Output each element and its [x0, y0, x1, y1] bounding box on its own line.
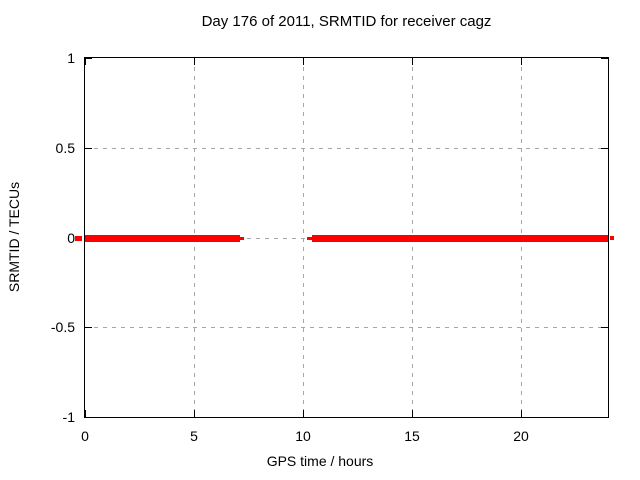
x-tick-label: 20 [513, 428, 529, 444]
x-tick-label: 0 [81, 428, 89, 444]
tick-mark-bottom [303, 410, 304, 417]
tick-mark-left [85, 58, 92, 59]
x-tick-label: 5 [190, 428, 198, 444]
x-tick-label: 15 [404, 428, 420, 444]
tick-mark-left [85, 327, 92, 328]
tick-mark-right [601, 58, 608, 59]
tick-mark-right [601, 148, 608, 149]
tick-mark-top [303, 58, 304, 65]
gridline-vertical [303, 58, 304, 417]
y-tick-label: -0.5 [50, 319, 75, 335]
tick-mark-top [412, 58, 413, 65]
tick-mark-bottom [521, 410, 522, 417]
y-tick-label: 0 [67, 230, 75, 246]
line-overhang-right [610, 236, 614, 240]
line-end-cap [240, 237, 244, 240]
gridline-horizontal [85, 327, 608, 328]
y-tick-label: 1 [67, 50, 75, 66]
tick-mark-top [194, 58, 195, 65]
line-overhang-left [75, 236, 82, 241]
series-line-segment [85, 235, 240, 242]
chart-title: Day 176 of 2011, SRMTID for receiver cag… [201, 13, 492, 30]
gridline-horizontal [85, 148, 608, 149]
tick-mark-right [601, 417, 608, 418]
x-tick-label: 10 [295, 428, 311, 444]
tick-mark-left [85, 417, 92, 418]
x-axis-label: GPS time / hours [266, 453, 374, 469]
tick-mark-top [85, 58, 86, 65]
tick-mark-bottom [85, 410, 86, 417]
tick-mark-left [85, 148, 92, 149]
tick-mark-right [601, 327, 608, 328]
series-line-segment [312, 235, 608, 242]
tick-mark-bottom [412, 410, 413, 417]
plot-area: 0 5 10 15 20 1 0.5 0 -0.5 -1 [51, 50, 614, 444]
tick-mark-bottom [194, 410, 195, 417]
line-end-cap [307, 237, 312, 240]
y-tick-label: -1 [62, 409, 75, 425]
y-tick-label: 0.5 [55, 140, 75, 156]
tick-mark-top [521, 58, 522, 65]
